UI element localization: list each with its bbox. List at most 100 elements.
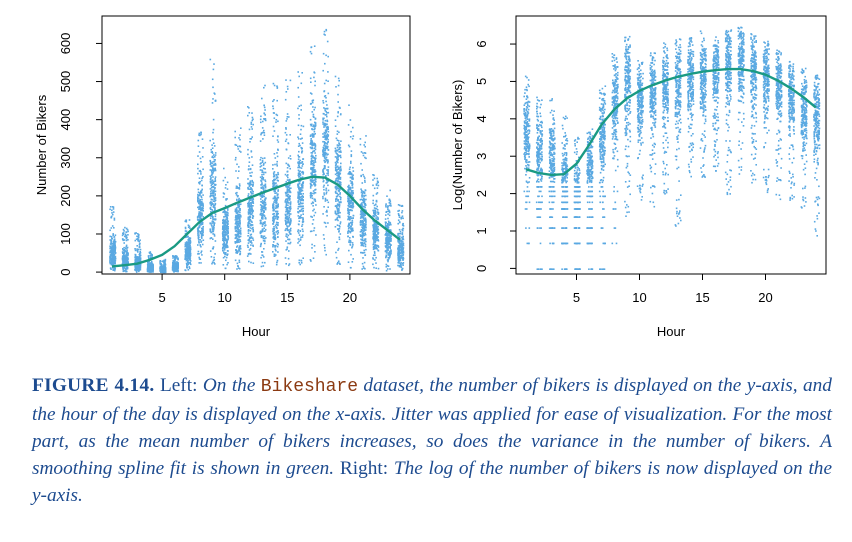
data-point [348, 197, 351, 199]
data-point [337, 203, 340, 206]
data-point [124, 255, 127, 258]
data-point [112, 255, 114, 257]
data-point [313, 131, 316, 133]
data-point [272, 216, 275, 218]
data-point [277, 231, 280, 234]
data-point [335, 213, 338, 216]
data-point [211, 261, 214, 264]
data-point [335, 251, 337, 254]
data-point [314, 198, 316, 201]
data-point [213, 222, 216, 224]
data-point [275, 119, 278, 121]
data-point [347, 189, 350, 191]
data-point [285, 148, 288, 151]
data-point [335, 179, 337, 182]
data-point [338, 231, 340, 233]
data-point [349, 119, 352, 121]
data-point [337, 111, 339, 114]
data-point [338, 225, 341, 227]
data-point [351, 194, 354, 197]
data-point [251, 199, 253, 201]
data-point [298, 156, 301, 158]
data-point [339, 150, 342, 152]
data-point [226, 224, 228, 227]
data-point [302, 209, 304, 212]
data-point [212, 246, 215, 248]
data-point [336, 130, 339, 133]
data-point [323, 90, 326, 92]
data-point [214, 187, 216, 189]
data-point [301, 195, 304, 197]
data-point [373, 215, 376, 218]
data-point [286, 167, 289, 169]
data-point [201, 221, 204, 224]
data-point [189, 242, 192, 245]
data-point [224, 226, 227, 228]
data-point [111, 262, 114, 264]
data-point [288, 197, 291, 199]
data-point [276, 87, 279, 89]
data-point [363, 234, 366, 237]
data-point [338, 236, 341, 239]
data-point [210, 211, 212, 213]
data-point [336, 241, 338, 243]
data-point [314, 80, 316, 83]
data-point [114, 261, 116, 263]
data-point [374, 239, 377, 241]
data-point [297, 161, 299, 164]
data-point [336, 146, 339, 149]
data-point [112, 254, 115, 256]
data-point [310, 202, 313, 205]
data-point [337, 175, 340, 178]
data-point [123, 257, 125, 259]
data-point [301, 228, 304, 231]
data-point [336, 207, 338, 210]
data-point [260, 200, 263, 203]
data-point [260, 236, 263, 239]
data-point [310, 102, 312, 105]
data-point [362, 190, 364, 193]
data-point [325, 175, 327, 177]
data-point [327, 160, 329, 163]
data-point [222, 218, 225, 221]
data-point [289, 203, 292, 206]
data-point [224, 176, 226, 179]
data-point [337, 140, 340, 142]
data-point [302, 171, 304, 174]
data-point [111, 237, 113, 240]
data-point [124, 259, 127, 262]
scatter-column-hour-4 [146, 251, 154, 273]
data-point [197, 206, 199, 209]
data-point [301, 234, 304, 236]
data-point [297, 138, 300, 140]
data-point [326, 199, 329, 201]
scatter-column-hour-7 [184, 219, 192, 272]
data-point [184, 258, 186, 260]
data-point [339, 155, 341, 157]
data-point [214, 156, 216, 158]
data-point [212, 128, 215, 131]
data-point [189, 244, 191, 246]
data-point [251, 189, 253, 191]
data-point [335, 168, 337, 170]
data-point [348, 170, 351, 173]
data-point [347, 218, 350, 220]
data-point [223, 228, 226, 230]
data-point [177, 270, 179, 273]
data-point [325, 110, 327, 113]
data-point [348, 202, 350, 205]
data-point [311, 111, 314, 113]
data-point [299, 176, 302, 179]
data-point [187, 257, 190, 259]
data-point [198, 230, 200, 232]
data-point [199, 216, 202, 219]
data-point [187, 235, 189, 238]
data-point [310, 172, 312, 175]
data-point [361, 268, 363, 270]
data-point [199, 157, 202, 160]
data-point [272, 172, 275, 174]
data-point [187, 259, 189, 262]
data-point [125, 268, 127, 270]
data-point [247, 182, 249, 185]
data-point [327, 80, 329, 82]
